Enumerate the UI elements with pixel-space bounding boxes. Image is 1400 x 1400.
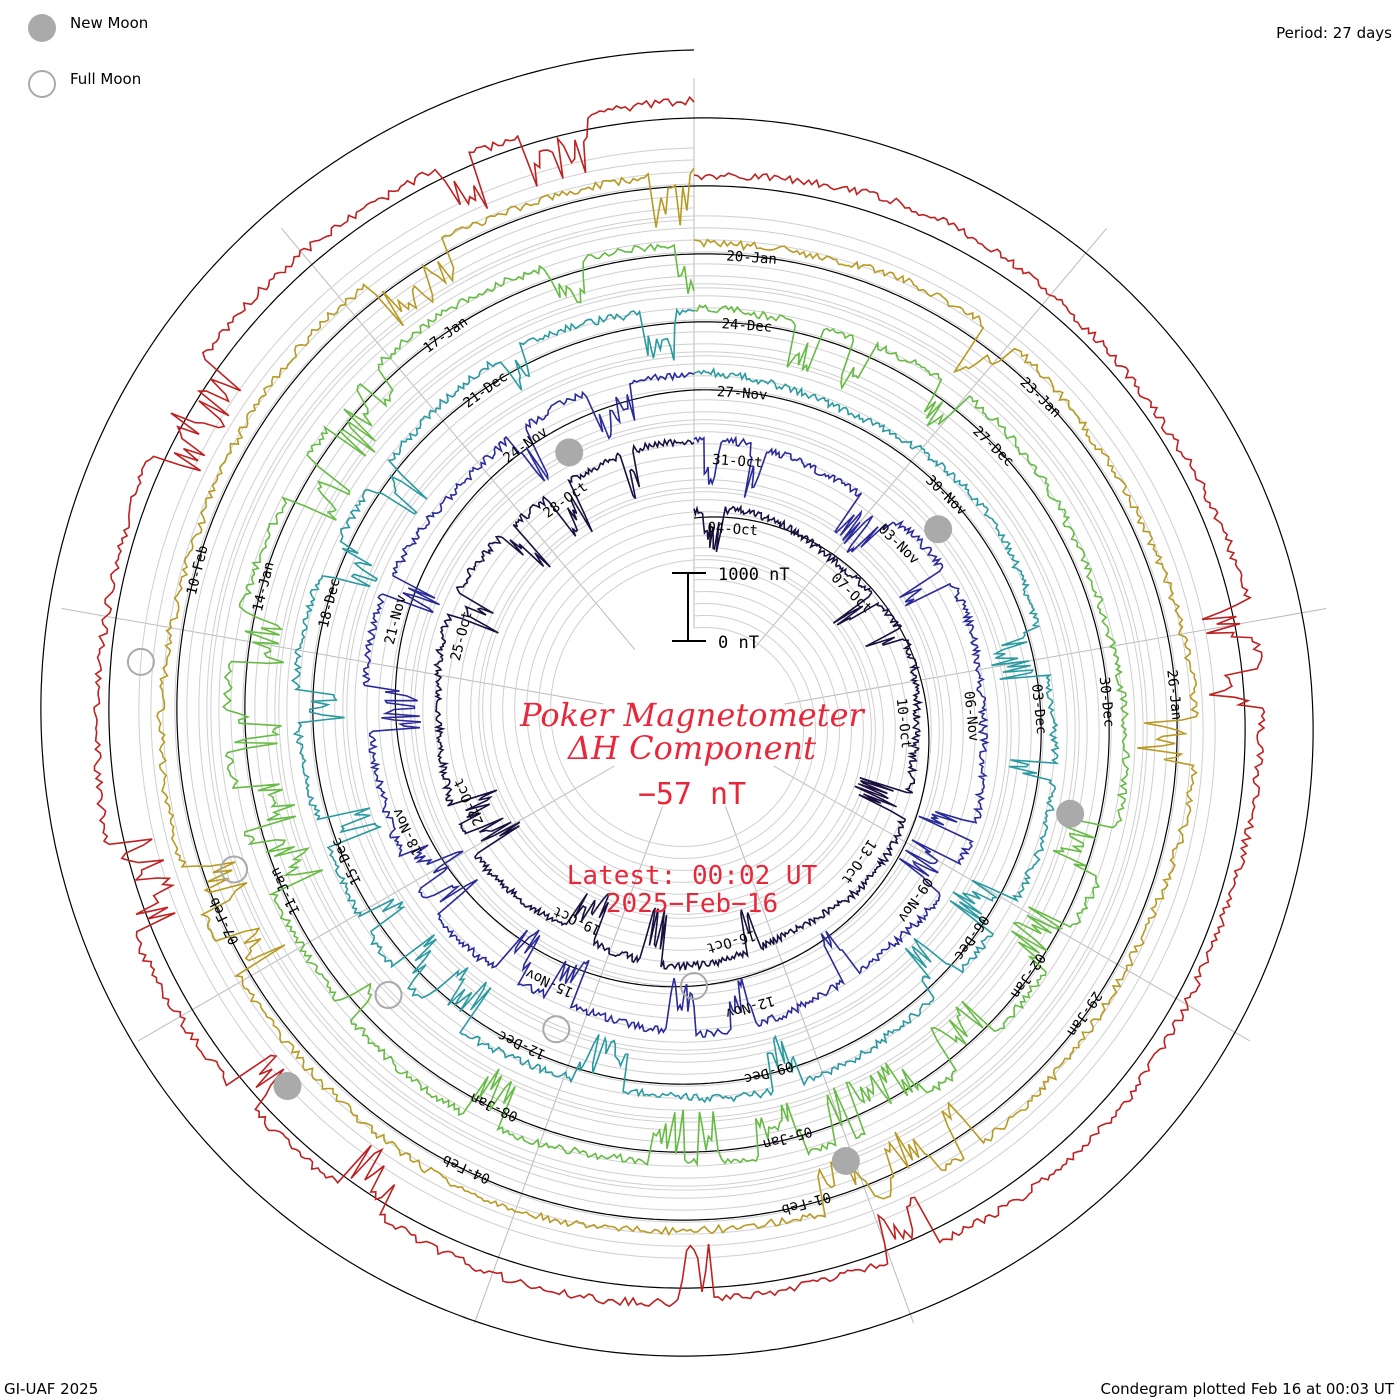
full-moon-legend-label: Full Moon (70, 70, 142, 88)
date-label: 26-Jan (1163, 669, 1184, 721)
new-moon-legend-label: New Moon (70, 14, 149, 32)
date-label: 27-Nov (716, 384, 768, 403)
grid-spiral (174, 183, 1180, 1223)
date-label: 12-Dec (495, 1027, 548, 1062)
date-label: 16-Oct (705, 927, 758, 956)
grid-spoke (61, 608, 604, 705)
date-label: 18-Dec (316, 577, 344, 630)
date-label: 14-Jan (250, 560, 278, 613)
current-value: −57 nT (638, 777, 746, 812)
trace-series-2 (290, 307, 1060, 1104)
date-label: 30-Dec (1096, 676, 1117, 728)
date-label: 22-Oct (451, 775, 488, 827)
date-label: 24-Dec (721, 316, 773, 335)
date-label: 21-Nov (382, 593, 410, 646)
grid-spoke (280, 227, 636, 650)
date-label: 20-Jan (726, 248, 778, 267)
latest-date: 2025−Feb−16 (606, 889, 778, 919)
trace-series-3 (222, 243, 1131, 1167)
full-moon-marker (680, 972, 708, 1000)
date-label: 06-Nov (960, 690, 981, 742)
date-label: 04-Oct (707, 520, 759, 539)
date-label: 25-Oct (448, 610, 476, 663)
full-moon-marker (126, 647, 155, 676)
grid-spoke (752, 227, 1108, 650)
grid-spiral (138, 147, 1216, 1259)
grid-spoke (784, 608, 1327, 705)
date-label: 15-Dec (328, 835, 365, 887)
date-label: 18-Nov (390, 805, 427, 857)
grid-spiral (150, 159, 1204, 1247)
date-label: 13-Oct (838, 836, 880, 887)
date-label: 10-Oct (893, 697, 914, 749)
new-moon-marker (555, 438, 584, 467)
date-label: 09-Nov (894, 874, 936, 925)
footer-credit: GI-UAF 2025 (4, 1380, 99, 1398)
grid-spiral (186, 195, 1168, 1211)
trace-series-0 (433, 437, 924, 972)
grid-spoke (137, 765, 615, 1042)
date-label: 11-Jan (267, 865, 304, 917)
trace-series-4 (156, 167, 1200, 1237)
new-moon-marker (831, 1147, 860, 1176)
latest-time: Latest: 00:02 UT (567, 861, 818, 891)
date-label: 21-Dec (461, 369, 511, 412)
full-moon-legend-icon (28, 70, 56, 98)
new-moon-legend-icon (28, 14, 56, 42)
date-label: 31-Oct (712, 452, 764, 471)
date-label: 29-Jan (1063, 988, 1105, 1039)
scale-bar (672, 572, 706, 642)
chart-subtitle: ΔH Component (566, 729, 816, 767)
grid-spiral (198, 207, 1156, 1199)
date-label: 30-Nov (922, 472, 969, 519)
new-moon-marker (1056, 799, 1085, 828)
chart-title: Poker Magnetometer (519, 696, 865, 734)
scale-top-label: 1000 nT (718, 565, 790, 585)
date-label: 24-Nov (501, 424, 551, 467)
full-moon-marker (542, 1015, 571, 1044)
full-moon-marker (220, 855, 249, 884)
trace-series-1 (361, 371, 990, 1038)
grid-spoke (473, 806, 664, 1324)
full-moon-marker (374, 981, 403, 1010)
period-label: Period: 27 days (1276, 24, 1392, 42)
date-label: 03-Dec (1028, 683, 1049, 735)
plot-timestamp: Condegram plotted Feb 16 at 00:03 UT (1100, 1380, 1394, 1398)
grid-spiral (210, 219, 1144, 1187)
baseline-spiral (40, 49, 1314, 1357)
trace-series-5 (93, 95, 1266, 1308)
date-label: 27-Dec (969, 423, 1016, 470)
grid-spoke (724, 806, 915, 1324)
scale-bottom-label: 0 nT (718, 633, 759, 653)
new-moon-marker (924, 515, 953, 544)
date-label: 23-Jan (1017, 374, 1064, 421)
new-moon-marker (273, 1072, 302, 1101)
date-label: 10-Feb (184, 544, 212, 597)
